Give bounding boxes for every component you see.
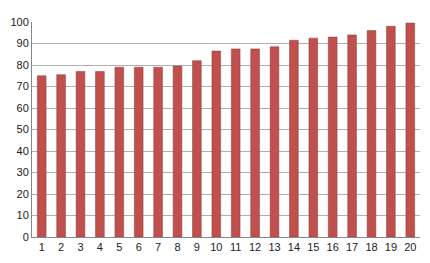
svg-text:30: 30: [17, 166, 29, 178]
svg-text:90: 90: [17, 37, 29, 49]
svg-text:60: 60: [17, 102, 29, 114]
svg-text:10: 10: [17, 209, 29, 221]
svg-text:9: 9: [194, 241, 200, 253]
svg-text:20: 20: [17, 188, 29, 200]
svg-text:18: 18: [365, 241, 377, 253]
svg-text:7: 7: [155, 241, 161, 253]
svg-text:13: 13: [268, 241, 280, 253]
svg-text:19: 19: [385, 241, 397, 253]
svg-text:12: 12: [249, 241, 261, 253]
svg-text:50: 50: [17, 123, 29, 135]
svg-text:8: 8: [174, 241, 180, 253]
svg-text:5: 5: [116, 241, 122, 253]
svg-text:20: 20: [404, 241, 416, 253]
svg-text:40: 40: [17, 145, 29, 157]
svg-text:0: 0: [23, 231, 29, 243]
svg-text:17: 17: [346, 241, 358, 253]
svg-text:16: 16: [327, 241, 339, 253]
svg-text:1: 1: [39, 241, 45, 253]
svg-text:11: 11: [230, 241, 241, 253]
svg-text:15: 15: [307, 241, 319, 253]
svg-text:14: 14: [288, 241, 300, 253]
svg-text:100: 100: [10, 16, 28, 28]
svg-text:6: 6: [136, 241, 142, 253]
svg-text:4: 4: [97, 241, 103, 253]
svg-text:70: 70: [17, 80, 29, 92]
svg-text:3: 3: [77, 241, 83, 253]
svg-text:10: 10: [210, 241, 222, 253]
svg-text:2: 2: [58, 241, 64, 253]
svg-text:80: 80: [17, 59, 29, 71]
